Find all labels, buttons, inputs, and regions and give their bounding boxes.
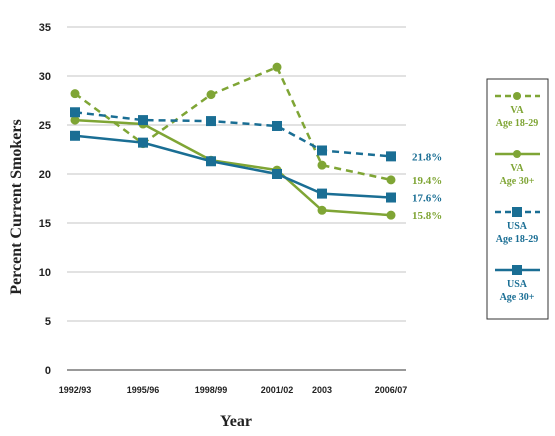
legend-marker <box>513 92 521 100</box>
data-point <box>386 192 396 203</box>
y-tick-label: 35 <box>39 22 51 34</box>
end-value-label: 15.8% <box>412 210 442 222</box>
legend: VA Age 18-29 VA Age 30+ USA Age 18-29 USA Age 3… <box>486 78 549 320</box>
series-usa-age-18-29 <box>70 107 396 162</box>
legend-label: VA <box>510 163 524 174</box>
legend-label: Age 30+ <box>500 176 535 187</box>
x-tick-label: 2006/07 <box>375 385 408 395</box>
legend-label: USA <box>507 221 528 232</box>
series-line <box>74 111 392 158</box>
y-tick-label: 20 <box>39 169 51 181</box>
y-tick-label: 25 <box>39 120 51 132</box>
legend-item: VA Age 30+ <box>495 150 540 187</box>
data-point <box>138 115 148 126</box>
legend-item: USA Age 18-29 <box>495 207 540 245</box>
data-point <box>317 205 327 215</box>
legend-marker <box>513 150 521 158</box>
series-usa-age-30- <box>70 130 396 203</box>
legend-label: Age 18-29 <box>496 234 539 245</box>
data-point <box>272 169 282 179</box>
x-tick-label: 2001/02 <box>261 385 294 395</box>
end-value-label: 19.4% <box>412 175 442 187</box>
data-point <box>70 130 80 141</box>
series-line <box>74 134 392 199</box>
x-tick-label: 1992/93 <box>59 385 92 395</box>
x-tick-label: 1998/99 <box>195 385 228 395</box>
y-tick-label: 10 <box>39 267 51 279</box>
legend-item: USA Age 30+ <box>495 265 540 303</box>
legend-item: VA Age 18-29 <box>495 92 540 129</box>
x-tick-label: 2003 <box>312 385 332 395</box>
end-value-labels: 19.4% 15.8% 21.8% 17.6% <box>412 151 442 222</box>
y-axis-ticks: 0 5 10 15 20 25 30 35 <box>39 22 51 377</box>
data-point <box>386 210 396 220</box>
series-va-age-30- <box>70 115 396 220</box>
data-point <box>317 188 327 199</box>
data-point <box>206 116 216 127</box>
data-point <box>317 160 327 170</box>
data-point <box>386 151 396 162</box>
legend-label: VA <box>510 105 524 116</box>
x-tick-label: 1995/96 <box>127 385 160 395</box>
data-point <box>138 137 148 148</box>
legend-label: USA <box>507 279 528 290</box>
legend-box <box>486 78 549 320</box>
x-axis-ticks: 1992/93 1995/96 1998/99 2001/02 2003 2006/07 <box>59 385 408 395</box>
legend-label: Age 18-29 <box>496 118 539 129</box>
end-value-label: 17.6% <box>412 193 442 205</box>
legend-marker <box>512 207 522 217</box>
y-axis-title: Percent Current Smokers <box>8 119 25 294</box>
data-point <box>386 175 396 185</box>
gridlines <box>67 26 406 322</box>
legend-label: Age 30+ <box>500 292 535 303</box>
series-line <box>74 118 392 217</box>
end-value-label: 21.8% <box>412 151 442 163</box>
y-tick-label: 5 <box>45 316 51 328</box>
data-point <box>70 89 80 99</box>
x-axis-title: Year <box>220 413 252 430</box>
data-point <box>272 62 282 72</box>
data-point <box>206 156 216 167</box>
data-point <box>70 107 80 118</box>
y-tick-label: 30 <box>39 71 51 83</box>
series-lines <box>70 62 396 220</box>
data-point <box>206 90 216 100</box>
data-point <box>70 115 80 125</box>
data-point <box>272 120 282 131</box>
y-tick-label: 15 <box>39 218 51 230</box>
data-point <box>317 145 327 156</box>
legend-marker <box>512 265 522 275</box>
y-tick-label: 0 <box>45 365 51 377</box>
